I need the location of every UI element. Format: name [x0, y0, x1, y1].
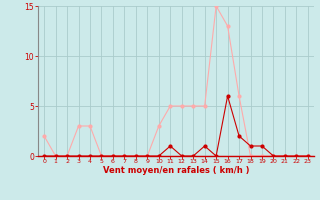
X-axis label: Vent moyen/en rafales ( km/h ): Vent moyen/en rafales ( km/h )	[103, 166, 249, 175]
